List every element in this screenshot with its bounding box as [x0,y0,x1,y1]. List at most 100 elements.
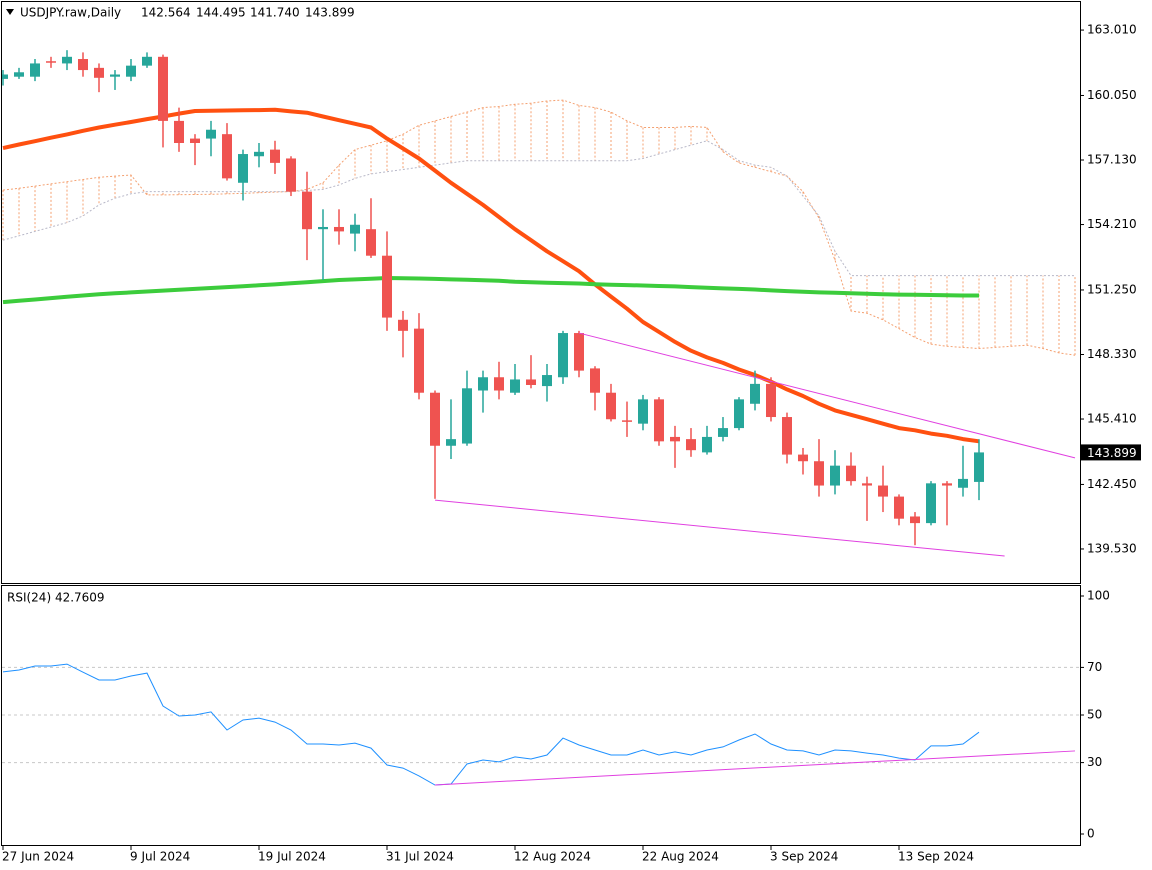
candle-body [686,439,696,451]
candle-body [62,56,72,64]
y-tick-label: 157.130 [1087,153,1137,167]
candle-body [478,377,488,391]
candle-body [734,399,744,429]
y-tick-label: 0 [1087,827,1095,841]
candle-body [894,496,904,519]
rsi-title: RSI(24) 42.7609 [7,591,105,605]
x-tick-label: 12 Aug 2024 [514,850,591,864]
candle-body [174,120,184,143]
y-tick-label: 30 [1087,755,1102,769]
low: 141.740 [250,6,300,20]
candle-body [30,63,40,77]
candle-body [766,383,776,418]
y-tick-label: 154.210 [1087,217,1137,231]
candle-body [78,59,88,71]
candle-body [670,436,680,442]
candle-body [702,436,712,453]
high: 144.495 [196,6,246,20]
candle-body [350,224,360,234]
candle-body [814,461,824,486]
y-tick-label: 70 [1087,660,1102,674]
moving-average [2,276,979,305]
candle-body [974,452,984,482]
open: 142.564 [141,6,191,20]
candle-body [366,229,376,256]
candle-body [286,158,296,192]
y-tick-label: 50 [1087,708,1102,722]
candle-body [942,483,952,486]
symbol: USDJPY.raw,Daily [20,6,121,20]
y-tick-label: 142.450 [1087,477,1137,491]
rsi-plot [2,663,1080,786]
x-tick-label: 22 Aug 2024 [642,850,719,864]
y-tick-label: 151.250 [1087,282,1137,296]
trendline [434,499,1005,557]
candle-body [526,379,536,385]
candle-body [462,388,472,444]
candle-body [46,61,56,63]
candle-body [510,379,520,393]
rsi-line [2,663,980,786]
candle-body [14,72,24,77]
candle-body [126,65,136,77]
y-tick-label: 145.410 [1087,412,1137,426]
candle-body [318,226,328,230]
candle-body [206,129,216,139]
candle-body [638,399,648,424]
candle-body [622,420,632,422]
candle-body [958,478,968,488]
candle-body [238,154,248,183]
y-tick-label: 160.050 [1087,88,1137,102]
price-panel [1,1,1081,584]
candle-body [446,439,456,446]
y-tick-label: 100 [1087,589,1110,603]
candle-body [574,333,584,371]
moving-average [2,107,980,444]
x-tick-label: 31 Jul 2024 [386,850,454,864]
rsi-panel [1,585,1081,846]
x-tick-label: 19 Jul 2024 [258,850,326,864]
candle-body [494,377,504,391]
cloud-span-b [2,140,1075,277]
price-tag-label: 143.899 [1087,446,1137,460]
candle-body [398,319,408,331]
y-tick-label: 139.530 [1087,541,1137,555]
x-tick-label: 27 Jun 2024 [2,850,74,864]
candle-body [558,333,568,378]
candle-body [750,383,760,404]
menu-arrow[interactable] [6,9,14,15]
x-tick-label: 13 Sep 2024 [898,850,974,864]
candle-body [910,516,920,524]
candle-body [430,392,440,446]
candle-body [158,56,168,121]
cloud-span-a [2,99,1076,356]
candle-body [846,465,856,482]
x-tick-label: 3 Sep 2024 [770,850,838,864]
candle-body [654,399,664,442]
candle-body [110,74,120,77]
candle-body [222,134,232,179]
candle-body [254,151,264,157]
candle-body [302,191,312,230]
axes: 163.010 160.050 157.130 154.210 151.250 148.3… [2,23,1141,864]
candle-body [718,428,728,437]
candle-body [142,56,152,66]
trendline [434,750,1076,786]
candle-body [830,465,840,486]
x-tick-label: 9 Jul 2024 [130,850,190,864]
close: 143.899 [305,6,355,20]
price-plot [2,50,1076,557]
candle-body [190,138,200,143]
candle-body [926,483,936,524]
candle-body [862,483,872,486]
candle-body [382,255,392,318]
candle-body [782,417,792,455]
candle-body [590,368,600,393]
candle-body [542,375,552,387]
candle-body [798,454,808,462]
candle-body [606,392,616,420]
candle-body [2,74,8,79]
candle-body [414,328,424,393]
